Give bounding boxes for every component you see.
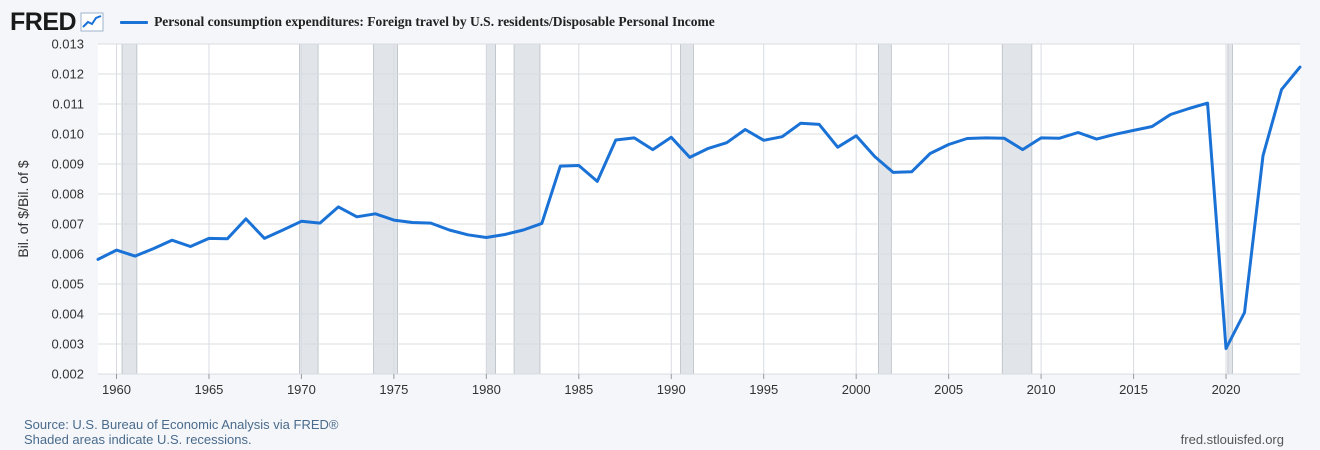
x-tick-label: 1960 — [102, 382, 131, 397]
x-tick-label: 2010 — [1027, 382, 1056, 397]
legend-swatch — [120, 20, 149, 24]
recession-band — [485, 43, 496, 375]
footer-source: Source: U.S. Bureau of Economic Analysis… — [24, 417, 338, 447]
recession-band — [1227, 43, 1233, 375]
source-text[interactable]: Source: U.S. Bureau of Economic Analysis… — [24, 417, 339, 432]
y-tick-label: 0.005 — [51, 277, 84, 292]
y-tick-label: 0.003 — [51, 337, 84, 352]
site-link[interactable]: fred.stlouisfed.org — [1180, 432, 1284, 447]
x-tick-label: 1970 — [287, 382, 316, 397]
x-tick-label: 1975 — [379, 382, 408, 397]
x-tick-label: 2020 — [1212, 382, 1241, 397]
recession-band — [680, 43, 694, 375]
recession-band — [121, 43, 138, 375]
recession-band — [513, 43, 541, 375]
legend-label: Personal consumption expenditures: Forei… — [154, 14, 715, 29]
fred-logo[interactable]: FRED — [10, 8, 77, 36]
x-tick-label: 2005 — [934, 382, 963, 397]
x-tick-label: 1985 — [564, 382, 593, 397]
y-axis-label: Bil. of $/Bil. of $ — [15, 160, 31, 257]
x-axis-ticks: 1960 1965 1970 1975 1980 1985 1990 1995 2000 2005… — [102, 374, 1240, 397]
x-tick-label: 1980 — [472, 382, 501, 397]
x-tick-label: 1990 — [657, 382, 686, 397]
series-layer — [96, 65, 1302, 350]
recession-band — [299, 43, 319, 375]
y-tick-label: 0.002 — [51, 367, 84, 382]
y-tick-label: 0.004 — [51, 307, 84, 322]
x-tick-label: 2000 — [842, 382, 871, 397]
plot-area — [98, 44, 1300, 374]
y-tick-label: 0.013 — [51, 37, 84, 52]
y-tick-label: 0.012 — [51, 67, 84, 82]
y-tick-label: 0.008 — [51, 187, 84, 202]
trend-line-icon — [80, 12, 104, 32]
y-tick-label: 0.006 — [51, 247, 84, 262]
line-chart: 0.002 0.003 0.004 0.005 0.006 0.007 0.008 0.009… — [15, 37, 1302, 397]
y-tick-label: 0.011 — [52, 97, 84, 112]
series-line[interactable] — [96, 65, 1302, 350]
recession-band — [1001, 43, 1033, 375]
y-tick-label: 0.007 — [51, 217, 84, 232]
x-tick-label: 1995 — [749, 382, 778, 397]
recession-note[interactable]: Shaded areas indicate U.S. recessions. — [24, 432, 252, 447]
y-tick-label: 0.010 — [51, 127, 84, 142]
y-tick-label: 0.009 — [51, 157, 84, 172]
grid-lines — [98, 43, 1300, 375]
y-axis-ticks: 0.002 0.003 0.004 0.005 0.006 0.007 0.008 0.009… — [51, 37, 84, 382]
chart-header: FRED Personal consumption expenditures: … — [10, 8, 715, 36]
recession-band — [877, 43, 892, 375]
x-tick-label: 2015 — [1119, 382, 1148, 397]
x-tick-label: 1965 — [194, 382, 223, 397]
